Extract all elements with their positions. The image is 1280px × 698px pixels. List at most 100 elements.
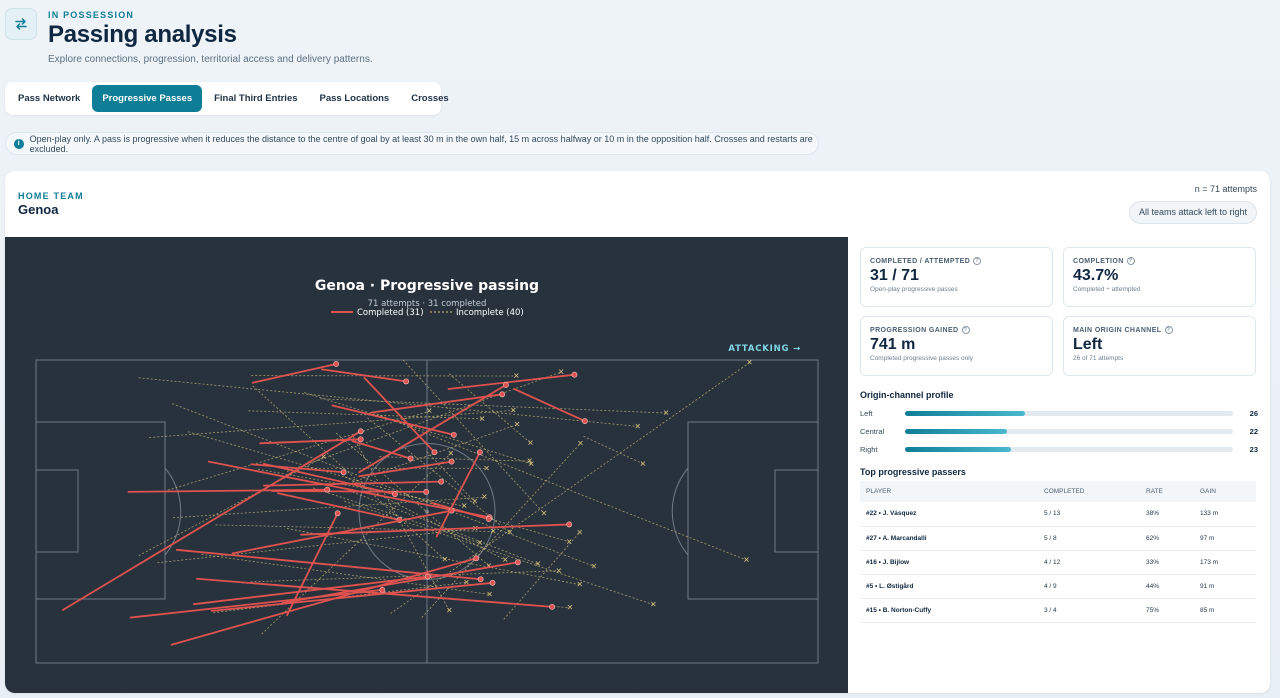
incomplete-pass-line (201, 553, 490, 595)
attacking-direction-label: ATTACKING → (728, 344, 801, 354)
tab-pass-locations[interactable]: Pass Locations (319, 93, 390, 104)
completed-pass-line (277, 492, 401, 521)
table-row[interactable]: #15 • B. Norton-Cuffy 3 / 4 75% 85 m (860, 598, 1256, 623)
info-icon: i (14, 138, 24, 149)
help-icon[interactable]: ? (1164, 326, 1173, 334)
kpi-label: COMPLETION (1073, 257, 1124, 265)
table-row[interactable]: #22 • J. Vásquez 5 / 13 38% 133 m (860, 502, 1256, 527)
completed-pass-line (61, 430, 362, 611)
incomplete-pass-end-marker: ✕ (485, 561, 492, 570)
origin-bar-right: Right 23 (860, 443, 1258, 455)
top-passers-title: Top progressive passers (860, 467, 966, 477)
completed-pass-end-marker (503, 382, 509, 388)
kpi-progression-gained: PROGRESSION GAINED? 741 m Completed prog… (860, 316, 1053, 376)
swap-button[interactable] (5, 8, 37, 40)
completed-cell: 4 / 9 (1038, 574, 1140, 599)
completed-pass-line (358, 384, 507, 474)
completed-pass-end-marker (571, 371, 578, 378)
incomplete-pass-line (138, 456, 324, 556)
completed-pass-end-marker (438, 478, 445, 485)
completed-pass-line (175, 548, 482, 581)
completed-pass-end-marker (566, 521, 573, 528)
incomplete-pass-line (303, 392, 532, 465)
incomplete-pass-end-marker: ✕ (640, 459, 647, 468)
help-icon[interactable]: ? (1126, 257, 1135, 265)
tab-crosses[interactable]: Crosses (411, 93, 449, 104)
right-penalty-area (687, 421, 819, 600)
incomplete-pass-end-marker: ✕ (320, 453, 327, 462)
analysis-tabs: Pass Network Progressive Passes Final Th… (5, 82, 449, 115)
top-passers-table: PLAYER COMPLETED RATE GAIN #22 • J. Vásq… (860, 481, 1256, 623)
left-penalty-arc (164, 467, 182, 556)
passes-layer: ✕✕✕✕✕✕✕✕✕✕✕✕✕✕✕✕✕✕✕✕✕✕✕✕✕✕✕✕✕✕✕✕✕✕✕✕✕✕✕✕ (61, 358, 753, 646)
incomplete-pass-line (335, 432, 490, 567)
completed-pass-line (127, 488, 329, 493)
pitch-panel: Genoa · Progressive passing 71 attempts … (5, 237, 848, 693)
completed-pass-end-marker (431, 449, 438, 456)
incomplete-pass-line (583, 435, 644, 465)
incomplete-pass-line (426, 451, 475, 502)
rate-cell: 44% (1140, 574, 1194, 599)
bar-track (905, 410, 1233, 416)
table-header-row: PLAYER COMPLETED RATE GAIN (860, 481, 1256, 502)
completed-pass-line (251, 363, 338, 384)
kpi-caption: Completed progressive passes only (870, 355, 973, 362)
column-header[interactable]: COMPLETED (1038, 481, 1140, 502)
table-row[interactable]: #16 • J. Bijlow 4 / 12 33% 173 m (860, 550, 1256, 575)
table-row[interactable]: #27 • A. Marcandalli 5 / 8 62% 97 m (860, 526, 1256, 551)
column-header[interactable]: RATE (1140, 481, 1194, 502)
completed-pass-end-marker (407, 455, 414, 462)
bar-label: Central (860, 426, 885, 436)
tab-final-third-entries[interactable]: Final Third Entries (214, 93, 298, 104)
incomplete-pass-line (344, 500, 654, 606)
right-goal-area (774, 469, 819, 553)
incomplete-pass-line (172, 403, 594, 567)
player-cell: #5 • L. Østigård (860, 574, 1038, 599)
help-icon[interactable]: ? (973, 257, 982, 265)
attack-direction-chip[interactable]: All teams attack left to right (1128, 201, 1257, 224)
completed-pass-end-marker (357, 428, 364, 435)
page-header: IN POSSESSION Passing analysis Explore c… (5, 8, 905, 68)
completed-pass-end-marker (473, 555, 480, 562)
incomplete-pass-end-marker: ✕ (650, 600, 657, 609)
tab-progressive-passes[interactable]: Progressive Passes (92, 85, 203, 112)
tab-pass-network[interactable]: Pass Network (18, 93, 81, 104)
incomplete-pass-line (320, 398, 667, 414)
incomplete-pass-line (286, 371, 562, 472)
completed-pass-end-marker (357, 436, 364, 443)
incomplete-pass-end-marker: ✕ (634, 422, 641, 431)
help-icon[interactable]: ? (961, 326, 970, 334)
player-cell: #15 • B. Norton-Cuffy (860, 598, 1038, 623)
incomplete-pass-end-marker: ✕ (426, 407, 433, 416)
section-eyebrow: IN POSSESSION (48, 10, 135, 20)
table-row[interactable]: #5 • L. Østigård 4 / 9 44% 91 m (860, 574, 1256, 599)
incomplete-pass-end-marker: ✕ (486, 590, 493, 599)
incomplete-pass-end-marker: ✕ (558, 368, 565, 377)
completed-pass-line (262, 462, 396, 496)
kpi-value: 31 / 71 (870, 267, 919, 284)
rate-cell: 75% (1140, 598, 1194, 623)
incomplete-pass-line (402, 359, 545, 514)
completed-pass-end-marker (549, 603, 556, 610)
attempts-count: n = 71 attempts (1194, 184, 1257, 194)
incomplete-pass-line (157, 528, 476, 564)
incomplete-pass-end-marker: ✕ (506, 528, 513, 537)
incomplete-pass-end-marker: ✕ (577, 439, 584, 448)
completed-pass-line (447, 373, 576, 390)
completed-pass-line (431, 502, 490, 520)
completed-pass-line (363, 376, 436, 454)
completed-cell: 5 / 13 (1038, 502, 1140, 527)
incomplete-pass-end-marker: ✕ (743, 556, 750, 565)
player-cell: #22 • J. Vásquez (860, 502, 1038, 527)
kpi-caption: 26 of 71 attempts (1073, 355, 1124, 362)
incomplete-pass-end-marker: ✕ (567, 603, 574, 612)
completed-pass-end-marker (489, 579, 496, 586)
column-header[interactable]: GAIN (1194, 481, 1256, 502)
incomplete-pass-end-marker: ✕ (746, 358, 753, 367)
column-header[interactable]: PLAYER (860, 481, 1038, 502)
completed-cell: 5 / 8 (1038, 526, 1140, 551)
bar-track (905, 428, 1233, 434)
chart-title: Genoa · Progressive passing (315, 278, 539, 294)
rate-cell: 38% (1140, 502, 1194, 527)
incomplete-pass-line (248, 410, 483, 420)
